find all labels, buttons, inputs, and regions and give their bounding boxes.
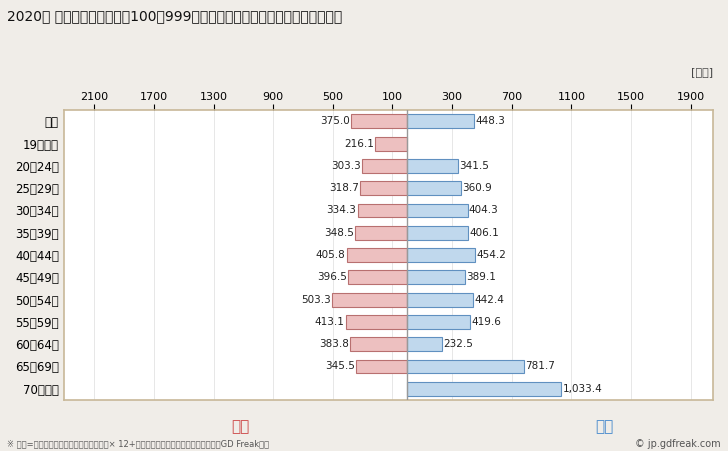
Bar	[347, 248, 408, 262]
Text: 375.0: 375.0	[320, 116, 350, 126]
Text: 女性: 女性	[231, 419, 250, 434]
Bar	[356, 359, 408, 373]
Bar	[408, 359, 524, 373]
Bar	[355, 226, 408, 239]
Text: 318.7: 318.7	[329, 183, 359, 193]
Bar	[360, 181, 408, 195]
Bar	[348, 271, 408, 284]
Text: 303.3: 303.3	[331, 161, 361, 171]
Text: 216.1: 216.1	[344, 138, 374, 148]
Text: 348.5: 348.5	[325, 228, 355, 238]
Text: © jp.gdfreak.com: © jp.gdfreak.com	[635, 439, 721, 449]
Bar	[408, 248, 475, 262]
Text: 448.3: 448.3	[475, 116, 505, 126]
Bar	[408, 293, 473, 307]
Text: 2020年 民間企業（従業者数100～999人）フルタイム労働者の男女別平均年収: 2020年 民間企業（従業者数100～999人）フルタイム労働者の男女別平均年収	[7, 9, 343, 23]
Bar	[350, 337, 408, 351]
Text: 396.5: 396.5	[317, 272, 347, 282]
Bar	[408, 337, 442, 351]
Bar	[408, 382, 561, 396]
Text: 389.1: 389.1	[467, 272, 496, 282]
Text: 781.7: 781.7	[525, 362, 555, 372]
Text: 334.3: 334.3	[326, 206, 356, 216]
Bar	[408, 226, 468, 239]
Bar	[408, 271, 465, 284]
Bar	[357, 203, 408, 217]
Bar	[408, 159, 458, 173]
Text: 360.9: 360.9	[462, 183, 492, 193]
Bar	[408, 115, 474, 128]
Text: 232.5: 232.5	[443, 339, 473, 349]
Bar	[408, 181, 461, 195]
Text: 男性: 男性	[595, 419, 614, 434]
Bar	[408, 315, 470, 329]
Bar	[362, 159, 408, 173]
Text: 345.5: 345.5	[325, 362, 355, 372]
Text: 503.3: 503.3	[301, 295, 331, 304]
Text: 405.8: 405.8	[316, 250, 346, 260]
Text: 413.1: 413.1	[314, 317, 344, 327]
Text: 454.2: 454.2	[476, 250, 506, 260]
Text: [万円]: [万円]	[691, 67, 713, 77]
Bar	[352, 115, 408, 128]
Text: 442.4: 442.4	[475, 295, 505, 304]
Text: 419.6: 419.6	[471, 317, 501, 327]
Text: 404.3: 404.3	[469, 206, 499, 216]
Bar	[346, 315, 408, 329]
Text: 341.5: 341.5	[459, 161, 489, 171]
Bar	[408, 203, 467, 217]
Bar	[332, 293, 408, 307]
Text: 383.8: 383.8	[319, 339, 349, 349]
Bar	[375, 137, 408, 151]
Text: 406.1: 406.1	[469, 228, 499, 238]
Text: 1,033.4: 1,033.4	[563, 384, 602, 394]
Text: ※ 年収=「きまって支給する現金給与額」× 12+「年間賞与その他特別給与額」としてGD Freak推計: ※ 年収=「きまって支給する現金給与額」× 12+「年間賞与その他特別給与額」と…	[7, 440, 269, 449]
